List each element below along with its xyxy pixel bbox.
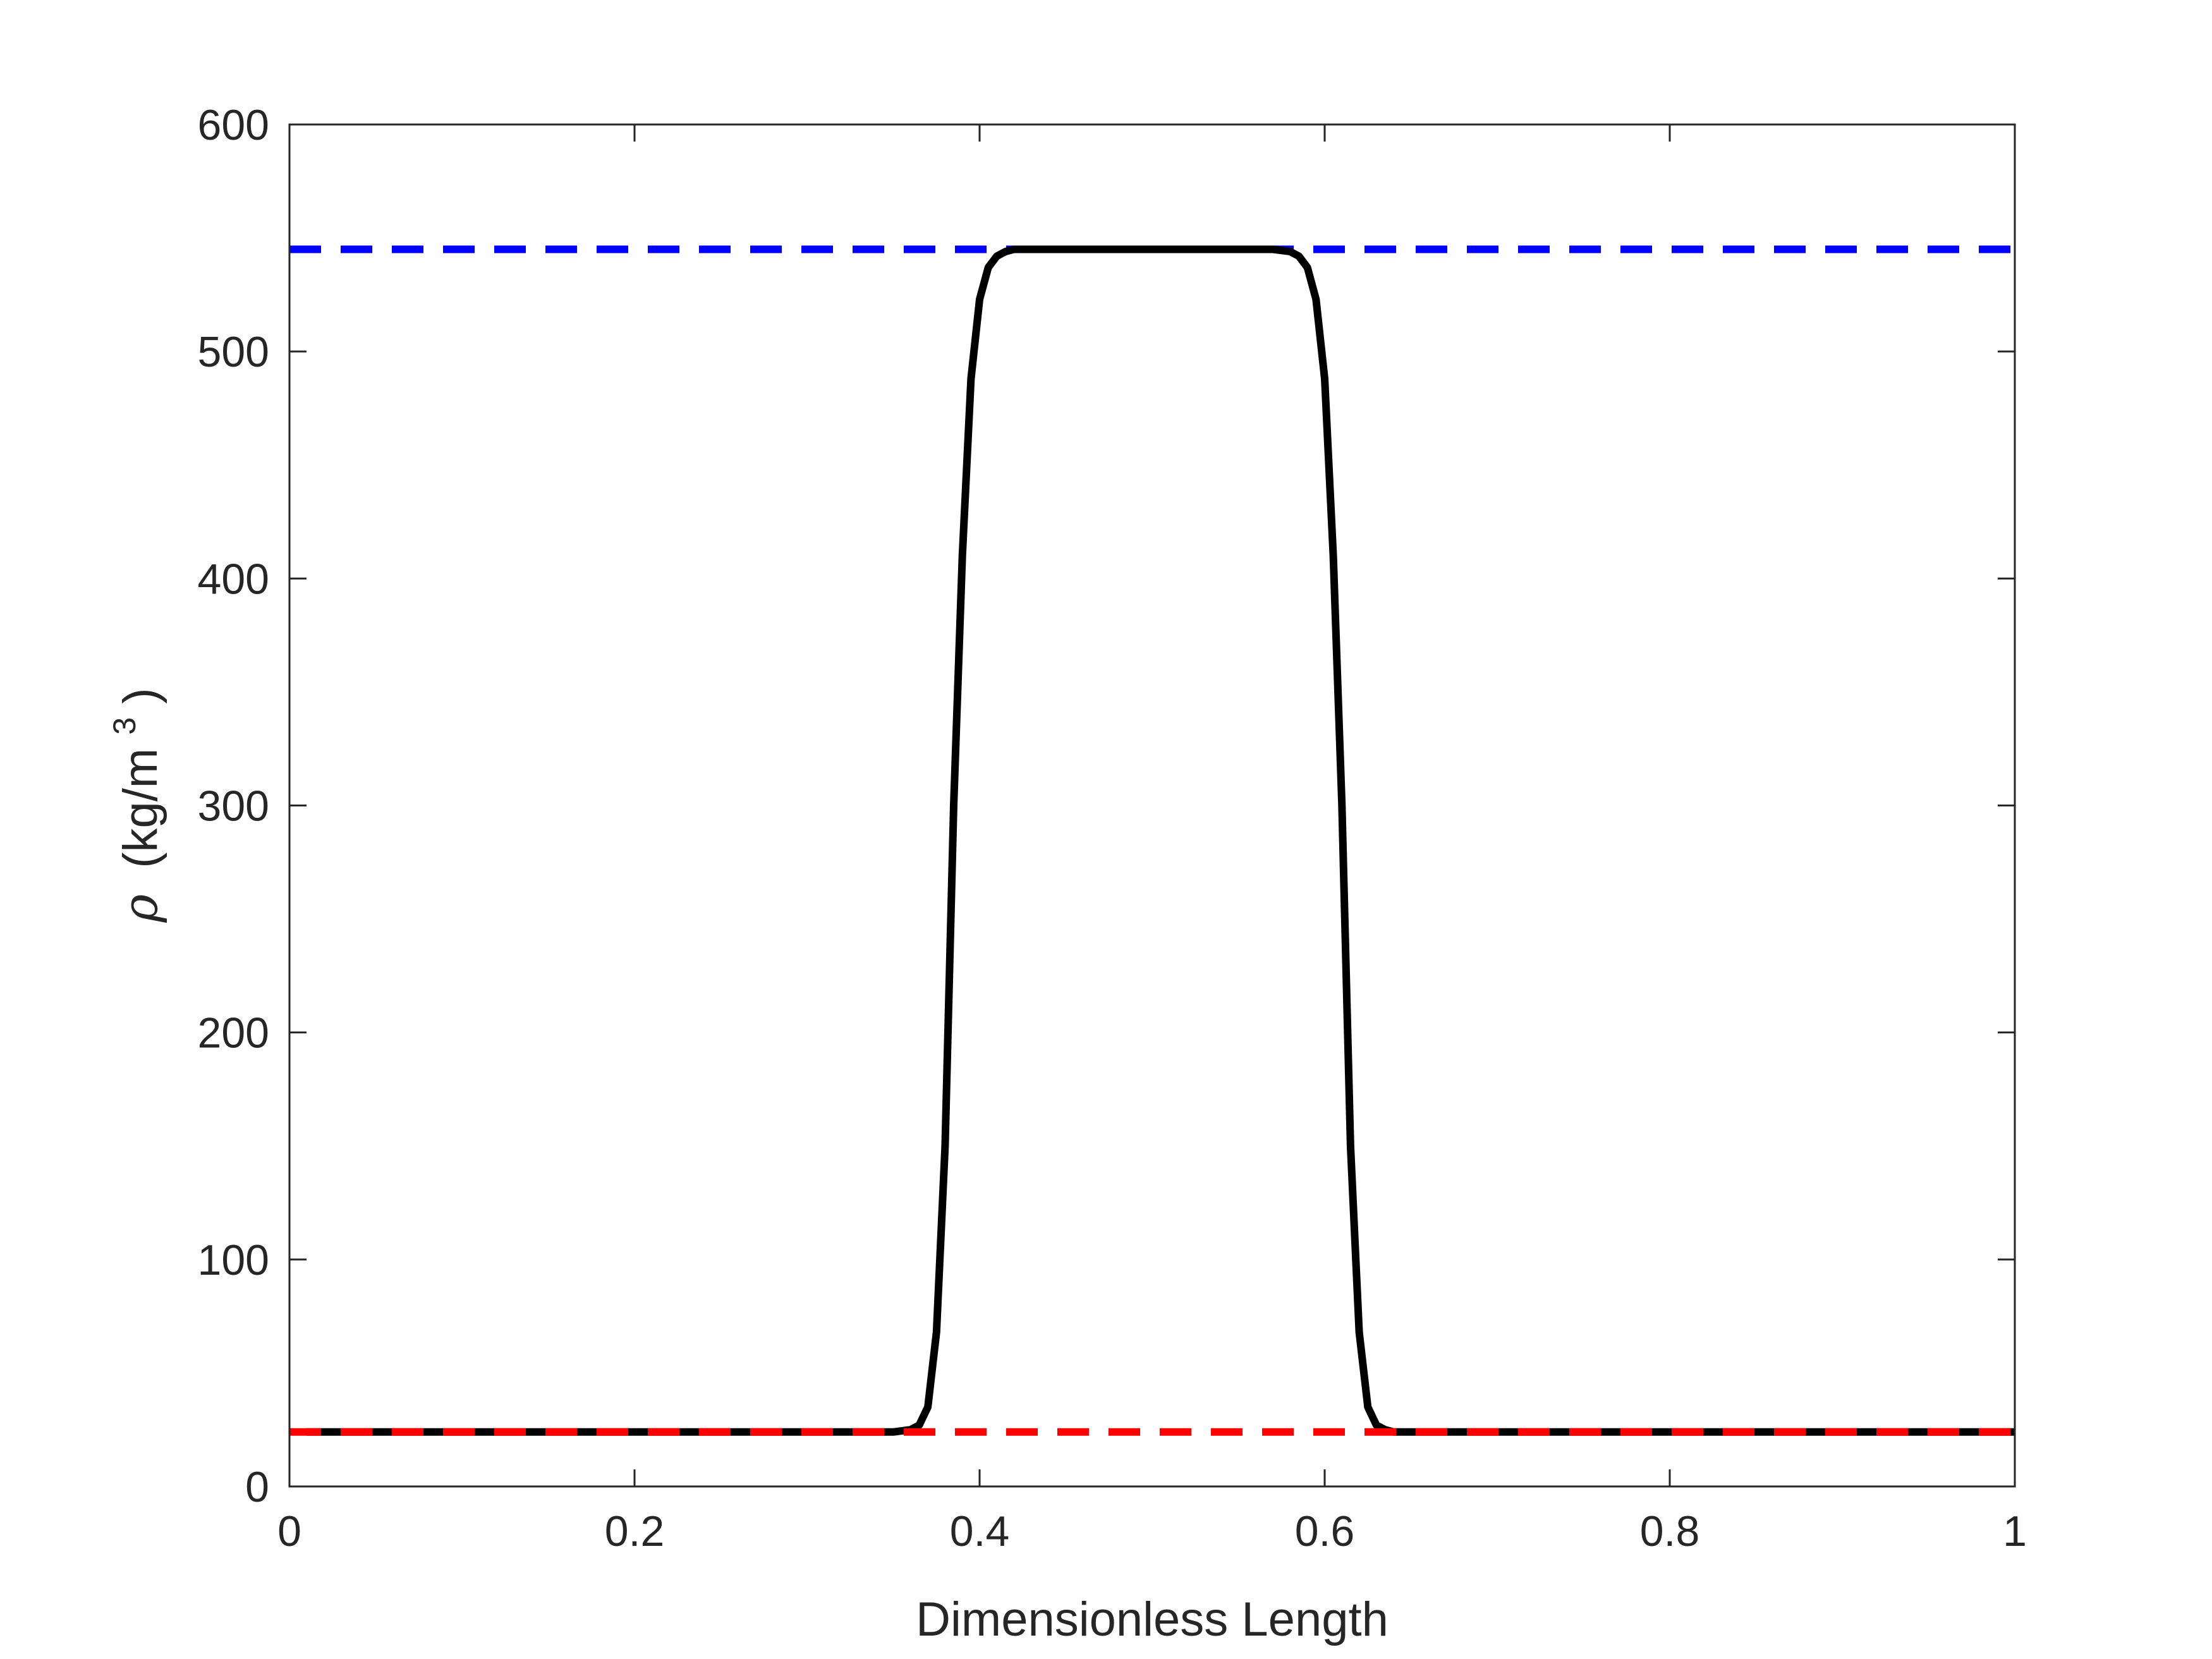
x-tick-label-5: 1 (2003, 1507, 2027, 1555)
x-tick-label-0: 0 (277, 1507, 301, 1555)
y-tick-label-4: 400 (198, 555, 269, 603)
y-axis-label: ρ (kg/m 3 ) (92, 688, 168, 923)
y-tick-label-3: 300 (198, 782, 269, 830)
series-layer (289, 245, 2015, 1436)
y-tick-label-5: 500 (198, 328, 269, 376)
tick-layer: 0 0.2 0.4 0.6 0.8 1 0 100 200 300 400 500 600 (198, 101, 2027, 1555)
x-tick-label-3: 0.6 (1295, 1507, 1355, 1555)
x-axis-label: Dimensionless Length (916, 1593, 1389, 1646)
y-axis-label-superscript: 3 (107, 717, 142, 735)
plot-area-background (289, 125, 2015, 1486)
y-tick-label-2: 200 (198, 1009, 269, 1057)
y-axis-label-symbol: ρ (112, 894, 168, 923)
x-tick-label-4: 0.8 (1640, 1507, 1700, 1555)
y-tick-label-6: 600 (198, 101, 269, 149)
y-tick-label-1: 100 (198, 1236, 269, 1284)
y-axis-label-close: ) (114, 688, 167, 703)
y-axis-label-unit: (kg/m (114, 748, 167, 868)
plot-area-box (288, 123, 2016, 1488)
x-tick-label-2: 0.4 (950, 1507, 1010, 1555)
x-tick-label-1: 0.2 (605, 1507, 665, 1555)
series-density-profile (307, 245, 2015, 1436)
y-tick-label-0: 0 (245, 1463, 269, 1511)
